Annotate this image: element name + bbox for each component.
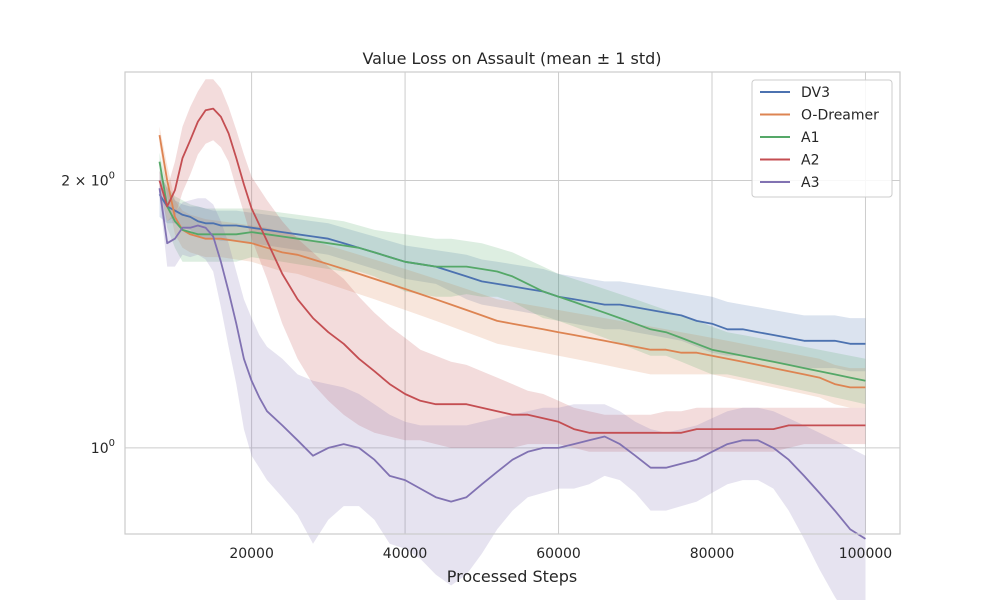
x-axis-label: Processed Steps bbox=[447, 567, 578, 586]
x-tick-label: 20000 bbox=[229, 546, 274, 562]
legend-label-dv3: DV3 bbox=[801, 85, 830, 101]
legend-label-a1: A1 bbox=[801, 130, 819, 146]
line-a3 bbox=[158, 188, 866, 540]
plot-frame bbox=[124, 71, 901, 535]
line-dv3 bbox=[158, 193, 866, 345]
x-tick-label: 100000 bbox=[839, 546, 892, 562]
legend: DV3 O-Dreamer A1 A2 A3 bbox=[751, 79, 893, 198]
legend-label-o-dreamer: O-Dreamer bbox=[801, 108, 879, 124]
x-tick-label: 80000 bbox=[690, 546, 735, 562]
chart-title: Value Loss on Assault (mean ± 1 std) bbox=[362, 49, 661, 68]
x-tick-label: 40000 bbox=[383, 546, 428, 562]
line-a2 bbox=[158, 107, 866, 434]
legend-label-a3: A3 bbox=[801, 175, 819, 191]
x-tick-label: 60000 bbox=[536, 546, 581, 562]
series-lines bbox=[158, 107, 866, 540]
line-o-dreamer bbox=[158, 134, 866, 389]
band-a3 bbox=[159, 180, 866, 604]
x-tick-labels: 20000 40000 60000 80000 100000 bbox=[229, 546, 892, 562]
y-tick-labels: 100 2 × 100 bbox=[61, 171, 115, 457]
y-tick-label: 2 × 100 bbox=[61, 171, 115, 190]
line-a1 bbox=[158, 161, 866, 382]
band-dv3 bbox=[159, 171, 866, 372]
legend-label-a2: A2 bbox=[801, 153, 819, 169]
y-tick-label: 100 bbox=[91, 438, 115, 457]
band-o-dreamer bbox=[159, 126, 866, 408]
legend-box bbox=[751, 79, 893, 198]
band-a2 bbox=[159, 79, 866, 452]
